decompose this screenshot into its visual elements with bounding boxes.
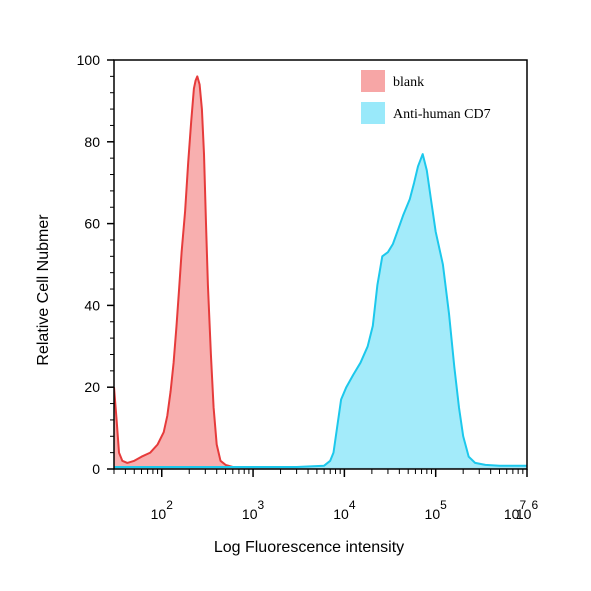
y-tick-label: 20 <box>84 379 100 395</box>
x-tick-label: 104 <box>333 498 356 522</box>
y-tick-label: 0 <box>92 461 100 477</box>
series-layer <box>114 75 527 469</box>
series-line-blank <box>114 75 527 469</box>
legend-label-blank: blank <box>393 75 424 90</box>
y-tick-label: 40 <box>84 297 100 313</box>
legend-swatch-anti-human-cd7 <box>361 102 385 124</box>
y-tick-label: 80 <box>84 134 100 150</box>
y-tick-label: 100 <box>77 52 101 68</box>
x-tick-label: 103 <box>242 498 265 522</box>
y-tick-label: 60 <box>84 216 100 232</box>
series-area-anti-human-cd7 <box>114 154 527 469</box>
y-axis: 0 20 40 60 80 100 <box>77 52 114 477</box>
x-axis-title: Log Fluorescence intensity <box>214 539 404 556</box>
legend-swatch-blank <box>361 70 385 92</box>
legend: blank Anti-human CD7 <box>361 70 491 124</box>
y-axis-title: Relative Cell Nubmer <box>35 214 52 366</box>
series-area-blank <box>114 76 527 469</box>
x-tick-label: 107 <box>504 498 527 522</box>
plot-frame <box>113 59 528 470</box>
legend-label-anti-human-cd7: Anti-human CD7 <box>393 107 491 122</box>
x-tick-label: 105 <box>425 498 448 522</box>
x-tick-label: 106 <box>516 498 539 522</box>
x-tick-label: 102 <box>151 498 174 522</box>
series-line-anti-human-cd7 <box>114 153 527 468</box>
